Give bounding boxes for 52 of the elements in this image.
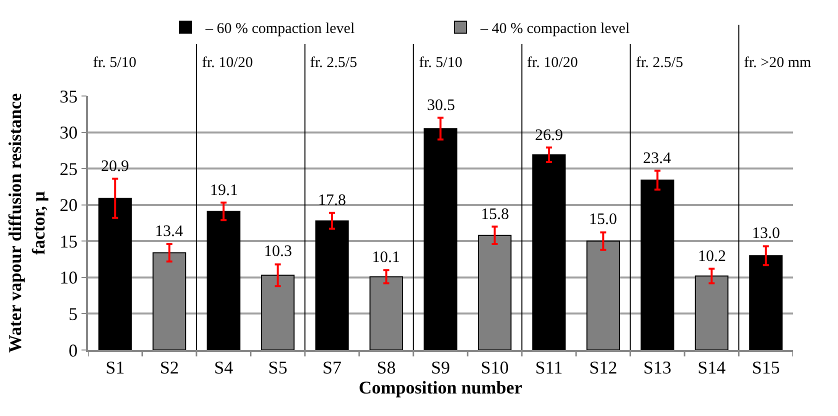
text: fr. 10/20 [202,55,253,71]
text: fr. 5/10 [93,55,136,71]
y-tick-label: 30 [60,122,78,143]
x-tick-label: S4 [214,357,234,378]
data-label: 30.5 [427,97,455,114]
x-tick-label: S5 [268,357,288,378]
data-label: 13.0 [752,225,780,242]
x-tick-label: S9 [430,357,450,378]
y-tick-label: 0 [68,340,78,360]
data-label: 26.9 [535,127,563,144]
data-label: 15.8 [481,206,509,223]
data-label: 15.0 [589,211,617,228]
y-tick-label: 10 [60,268,78,288]
bar [640,180,674,350]
x-tick-label: S11 [535,357,563,378]
text: fr. 10/20 [527,55,578,71]
legend-label: – 60 % compaction level [204,21,355,38]
text: fr. >20 mm [744,55,812,71]
data-label: 20.9 [101,158,129,175]
data-label: 10.2 [698,248,726,265]
y-tick-label: 25 [60,158,78,179]
legend-label: – 40 % compaction level [480,21,630,38]
data-label: 23.4 [643,150,671,167]
data-label: 17.8 [318,192,346,209]
x-axis-title: Composition number [358,377,522,398]
data-label: 10.3 [264,243,292,260]
bar [98,198,132,350]
x-tick-label: S2 [160,357,179,378]
x-tick-label: S13 [643,357,672,378]
bar [749,255,783,350]
y-tick-label: 15 [60,231,78,252]
bar [206,210,240,350]
y-axis-title: Water vapour diffusion resistance factor, μ [4,93,48,353]
bar [532,154,566,350]
data-label: 10.1 [372,249,400,266]
y-tick-label: 20 [60,195,78,216]
x-tick-label: S1 [106,357,125,378]
x-tick-label: S7 [322,357,342,378]
text: fr. 5/10 [419,55,462,71]
bar [315,220,349,350]
x-tick-label: S12 [589,357,618,378]
data-label: 13.4 [155,223,183,240]
bar [424,128,458,350]
y-tick-label: 5 [68,304,78,324]
x-tick-label: S10 [480,357,509,378]
x-tick-label: S15 [752,357,780,378]
data-label: 19.1 [210,182,238,199]
y-tick-label: 35 [60,86,78,106]
text: fr. 2.5/5 [310,55,358,71]
text: fr. 2.5/5 [636,55,684,71]
x-tick-label: S8 [376,357,396,378]
x-tick-label: S14 [698,357,726,378]
